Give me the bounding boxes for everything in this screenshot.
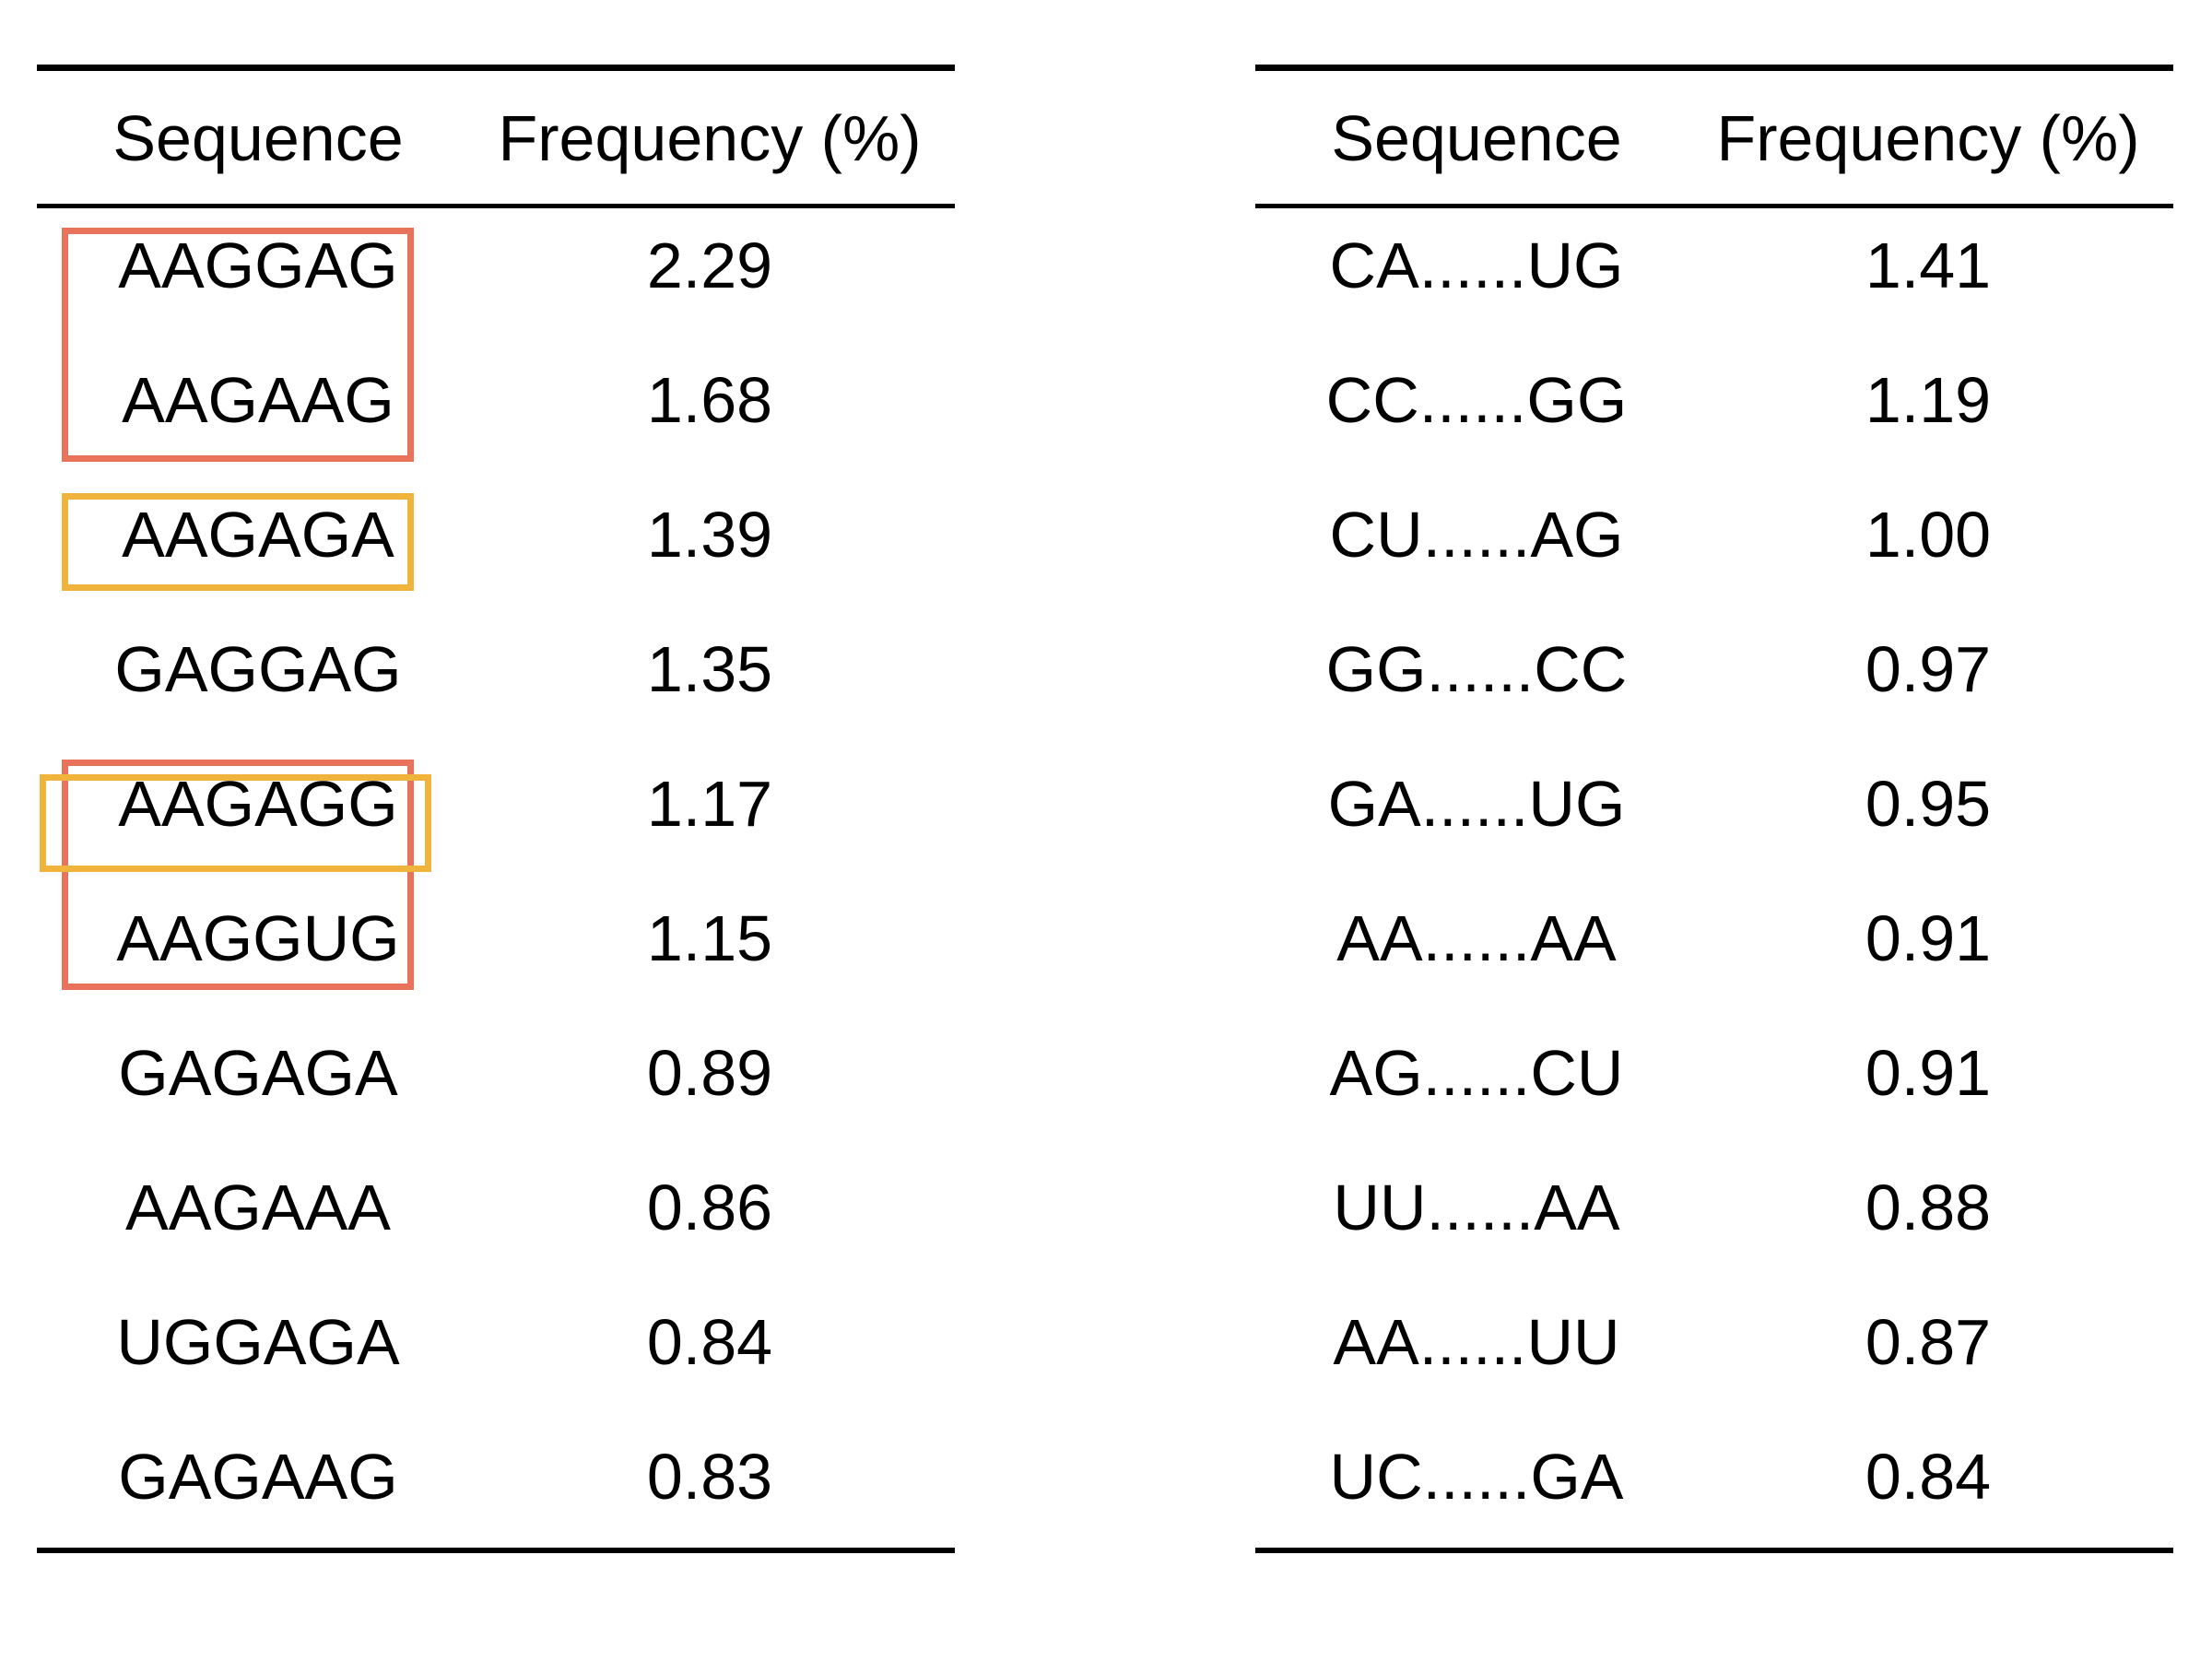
- sequence-cell: UC......GA: [1329, 1441, 1624, 1513]
- frequency-cell: 1.35: [646, 633, 773, 705]
- frequency-cell: 0.97: [1865, 633, 1992, 705]
- table-row: AAGAGA 1.39: [37, 489, 955, 581]
- header-frequency: Frequency (%): [498, 102, 922, 174]
- sequence-cell: AA......UU: [1333, 1306, 1620, 1378]
- sequence-cell: CC......GG: [1325, 364, 1628, 436]
- table-row: GAGAAG 0.83: [37, 1431, 955, 1523]
- sequence-cell: AG......CU: [1329, 1037, 1624, 1109]
- frequency-cell: 1.68: [646, 364, 773, 436]
- header-sequence: Sequence: [112, 102, 404, 174]
- table-row: AAGAAA 0.86: [37, 1161, 955, 1254]
- table-top-rule: [37, 65, 955, 71]
- table-row: AG......CU 0.91: [1255, 1027, 2173, 1119]
- table-row: UGGAGA 0.84: [37, 1296, 955, 1388]
- frequency-cell: 0.87: [1865, 1306, 1992, 1378]
- sequence-cell: CA......UG: [1329, 230, 1624, 301]
- table-row: GG......CC 0.97: [1255, 623, 2173, 715]
- table-row: AA......UU 0.87: [1255, 1296, 2173, 1388]
- sequence-cell: GA......UG: [1327, 768, 1626, 840]
- frequency-cell: 0.91: [1865, 1037, 1992, 1109]
- sequence-cell: AA......AA: [1336, 902, 1617, 974]
- frequency-cell: 1.39: [646, 499, 773, 571]
- frequency-cell: 0.86: [646, 1172, 773, 1243]
- table-row: AAGAAG 1.68: [37, 354, 955, 446]
- frequency-cell: 0.84: [646, 1306, 773, 1378]
- table-header-rule: [1255, 204, 2173, 208]
- highlight-box-red: [62, 228, 414, 462]
- table-row: UC......GA 0.84: [1255, 1431, 2173, 1523]
- table-top-rule: [1255, 65, 2173, 71]
- table-row: CU......AG 1.00: [1255, 489, 2173, 581]
- frequency-cell: 0.89: [646, 1037, 773, 1109]
- sequence-cell: GG......CC: [1325, 633, 1628, 705]
- highlight-box-orange: [62, 493, 414, 591]
- frequency-cell: 1.41: [1865, 230, 1992, 301]
- sequence-cell: CU......AG: [1329, 499, 1624, 571]
- frequency-cell: 0.83: [646, 1441, 773, 1513]
- sequence-cell: GAGAAG: [118, 1441, 398, 1513]
- highlight-box-orange: [40, 774, 431, 872]
- table-row: AAGGAG 2.29: [37, 219, 955, 312]
- frequency-cell: 0.91: [1865, 902, 1992, 974]
- highlight-box-red: [62, 760, 414, 990]
- frequency-cell: 1.15: [646, 902, 773, 974]
- table-row: GA......UG 0.95: [1255, 758, 2173, 850]
- frequency-cell: 1.00: [1865, 499, 1992, 571]
- table-row: GAGGAG 1.35: [37, 623, 955, 715]
- frequency-cell: 2.29: [646, 230, 773, 301]
- frequency-cell: 0.84: [1865, 1441, 1992, 1513]
- sequence-cell: GAGGAG: [114, 633, 402, 705]
- header-frequency: Frequency (%): [1716, 102, 2140, 174]
- sequence-cell: AAGAAA: [125, 1172, 391, 1243]
- table-row: UU......AA 0.88: [1255, 1161, 2173, 1254]
- sequence-cell: GAGAGA: [118, 1037, 398, 1109]
- table-row: GAGAGA 0.89: [37, 1027, 955, 1119]
- table-row: AAGGUG 1.15: [37, 892, 955, 984]
- table-row: AA......AA 0.91: [1255, 892, 2173, 984]
- frequency-cell: 0.95: [1865, 768, 1992, 840]
- sequence-cell: AAGAGA: [122, 499, 394, 571]
- frequency-cell: 1.17: [646, 768, 773, 840]
- sequence-cell: UGGAGA: [116, 1306, 400, 1378]
- sequence-cell: UU......AA: [1333, 1172, 1620, 1243]
- header-sequence: Sequence: [1331, 102, 1622, 174]
- frequency-cell: 1.19: [1865, 364, 1992, 436]
- frequency-cell: 0.88: [1865, 1172, 1992, 1243]
- table-bottom-rule: [1255, 1548, 2173, 1553]
- table-row: CC......GG 1.19: [1255, 354, 2173, 446]
- table-bottom-rule: [37, 1548, 955, 1553]
- sequence-cell: AAGGAG: [118, 230, 398, 301]
- sequence-cell: AAGAAG: [122, 364, 394, 436]
- table-header-rule: [37, 204, 955, 208]
- table-row: CA......UG 1.41: [1255, 219, 2173, 312]
- sequence-cell: AAGGUG: [116, 902, 400, 974]
